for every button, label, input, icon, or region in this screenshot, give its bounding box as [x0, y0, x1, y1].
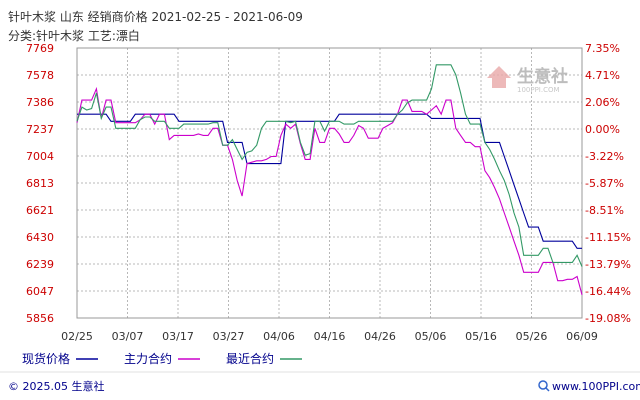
y-tick-label-right: -11.15%: [585, 231, 631, 244]
footer-site: www.100PPI.com: [552, 380, 640, 393]
x-tick-label: 02/25: [61, 330, 93, 343]
x-tick-label: 04/26: [364, 330, 396, 343]
plot-frame: [76, 47, 583, 319]
legend-label-2: 主力合约: [124, 351, 172, 366]
y-tick-label-left: 7004: [26, 150, 54, 163]
y-tick-label-right: -19.08%: [585, 312, 631, 325]
x-tick-label: 05/26: [516, 330, 548, 343]
y-tick-label-right: 7.35%: [585, 42, 620, 55]
y-tick-label-right: -5.87%: [585, 177, 624, 190]
watermark-logo-icon: [487, 66, 511, 78]
series-line-3: [76, 64, 583, 267]
footer-copyright: © 2025.05 生意社: [8, 379, 104, 393]
y-tick-label-left: 6430: [26, 231, 54, 244]
y-tick-label-right: 0.00%: [585, 123, 620, 136]
chart-subtitle: 分类:针叶木浆 工艺:漂白: [8, 29, 140, 43]
y-tick-label-left: 6239: [26, 258, 54, 271]
y-tick-label-left: 5856: [26, 312, 54, 325]
x-tick-label: 06/09: [566, 330, 598, 343]
y-tick-label-right: 2.06%: [585, 96, 620, 109]
x-tick-label: 05/16: [465, 330, 497, 343]
x-tick-label: 04/16: [314, 330, 346, 343]
x-tick-label: 05/06: [415, 330, 447, 343]
y-tick-label-left: 7386: [26, 96, 54, 109]
x-tick-label: 03/17: [162, 330, 194, 343]
y-tick-label-right: -3.22%: [585, 150, 624, 163]
y-tick-label-left: 7769: [26, 42, 54, 55]
watermark-text: 生意社: [517, 66, 568, 87]
y-tick-label-left: 7578: [26, 69, 54, 82]
magnifier-handle: [545, 387, 550, 392]
y-tick-label-left: 7237: [26, 123, 54, 136]
legend-label-1: 现货价格: [22, 351, 70, 366]
x-tick-label: 04/06: [263, 330, 295, 343]
y-tick-label-left: 6047: [26, 285, 54, 298]
y-tick-label-right: 4.71%: [585, 69, 620, 82]
y-tick-label-left: 6813: [26, 177, 54, 190]
series-line-2: [76, 86, 583, 296]
chart-title: 针叶木浆 山东 经销商价格 2021-02-25 - 2021-06-09: [8, 10, 303, 24]
y-tick-label-right: -16.44%: [585, 285, 631, 298]
y-tick-label-left: 6621: [26, 204, 54, 217]
watermark-small: 100PPI.COM: [517, 86, 560, 94]
x-tick-label: 03/27: [213, 330, 245, 343]
legend-label-3: 最近合约: [226, 351, 274, 366]
x-tick-label: 03/07: [112, 330, 144, 343]
magnifier-icon: [538, 380, 548, 390]
y-tick-label-right: -8.51%: [585, 204, 624, 217]
y-tick-label-right: -13.79%: [585, 258, 631, 271]
watermark-logo-base: [492, 78, 506, 88]
